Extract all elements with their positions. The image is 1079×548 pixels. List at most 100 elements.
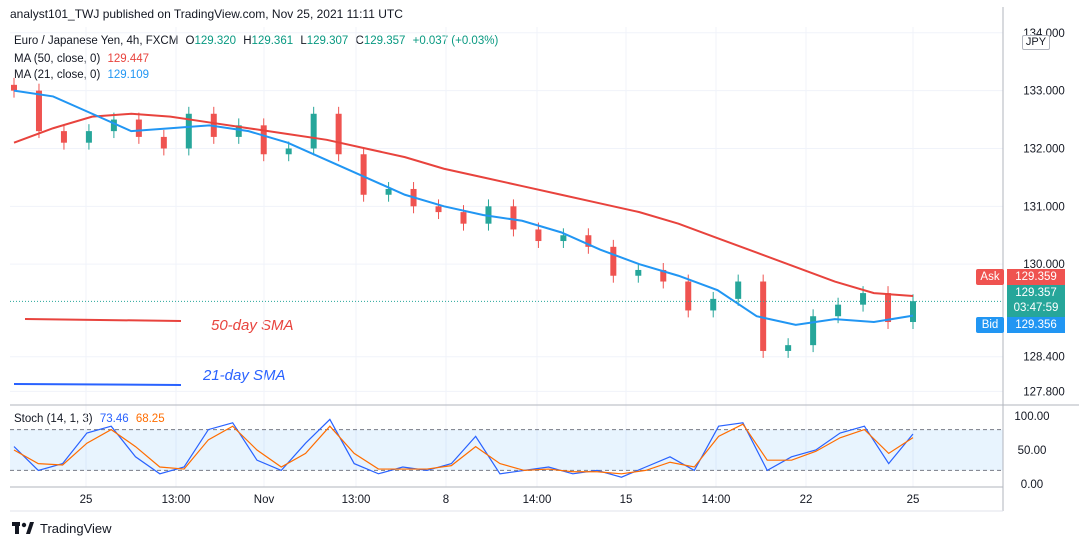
publisher-line: analyst101_TWJ published on TradingView.… xyxy=(10,7,403,21)
footer-brand[interactable]: TradingView xyxy=(12,521,112,536)
x-tick-label: 8 xyxy=(443,494,449,506)
last-price-tag: 129.357 03:47:59 xyxy=(1007,285,1065,317)
candle-body xyxy=(110,119,117,132)
candle-body xyxy=(385,188,392,195)
candle-body xyxy=(560,235,567,242)
last-price: 129.357 xyxy=(1015,287,1057,299)
candle-body xyxy=(335,113,342,155)
close-label: C xyxy=(355,35,364,47)
change-value: +0.037 (+0.03%) xyxy=(412,35,499,47)
ma21-label: MA (21, close, 0) xyxy=(14,69,101,81)
stoch-k-line xyxy=(13,418,914,478)
stoch-y-tick: 50.00 xyxy=(1018,445,1047,457)
ma-lines-group xyxy=(10,89,1003,386)
grid-lines xyxy=(10,27,1003,487)
candle-body xyxy=(810,316,817,346)
candle-body xyxy=(760,281,767,351)
candle-body xyxy=(60,131,67,143)
x-tick-label: 13:00 xyxy=(342,494,371,506)
tradingview-logo-icon xyxy=(12,521,34,534)
ask-price: 129.359 xyxy=(1015,271,1057,283)
open-value: 129.320 xyxy=(194,35,237,47)
ma21-legend[interactable]: MA (21, close, 0) 129.109 xyxy=(14,69,149,81)
bid-price: 129.356 xyxy=(1015,319,1057,331)
ma50-label: MA (50, close, 0) xyxy=(14,53,101,65)
candle-body xyxy=(285,148,292,155)
stoch-d-value: 68.25 xyxy=(135,413,165,425)
candle-body xyxy=(885,293,892,323)
x-tick-label: 14:00 xyxy=(702,494,731,506)
candle-body xyxy=(785,345,792,351)
stoch-d-line xyxy=(13,423,914,475)
y-tick-label: 133.000 xyxy=(1023,86,1065,98)
bid-price-tag: 129.356 xyxy=(1007,317,1065,333)
candle-body xyxy=(85,131,92,143)
candle-body xyxy=(710,298,717,311)
candle-body xyxy=(735,281,742,299)
low-label: L xyxy=(300,35,307,47)
stoch-y-tick: 100.00 xyxy=(1014,411,1049,423)
candle-body xyxy=(35,90,42,132)
stoch-band xyxy=(10,429,1003,471)
x-tick-label: 13:00 xyxy=(162,494,191,506)
y-tick-label: 127.800 xyxy=(1023,386,1065,398)
sma50-annotation: 50-day SMA xyxy=(211,317,294,334)
candle-body xyxy=(260,125,267,155)
candle-body xyxy=(510,206,517,230)
candle-body xyxy=(585,235,592,247)
candle-body xyxy=(310,113,317,149)
high-label: H xyxy=(243,35,252,47)
candles-group xyxy=(11,77,916,358)
symbol-name: Euro / Japanese Yen, 4h, FXCM xyxy=(14,35,179,47)
ma50-legend[interactable]: MA (50, close, 0) 129.447 xyxy=(14,53,149,65)
close-value: 129.357 xyxy=(363,35,406,47)
stoch-legend[interactable]: Stoch (14, 1, 3) 73.46 68.25 xyxy=(14,413,165,425)
x-tick-label: 22 xyxy=(800,494,813,506)
candle-body xyxy=(535,229,542,242)
candle-body xyxy=(610,246,617,276)
currency-badge[interactable]: JPY xyxy=(1022,35,1050,50)
candle-body xyxy=(11,84,17,91)
y-tick-label: 128.400 xyxy=(1023,352,1065,364)
bid-label: Bid xyxy=(981,319,999,331)
candle-body xyxy=(635,269,642,276)
x-tick-label: 25 xyxy=(907,494,920,506)
ma50-line xyxy=(13,112,914,297)
candle-body xyxy=(660,269,667,282)
low-value: 129.307 xyxy=(306,35,349,47)
sma50-annotation-line xyxy=(24,318,182,322)
symbol-legend[interactable]: Euro / Japanese Yen, 4h, FXCM O129.320 H… xyxy=(14,35,498,47)
ask-price-tag: 129.359 xyxy=(1007,269,1065,285)
sma21-annotation-line xyxy=(13,383,182,386)
candle-body xyxy=(435,206,442,213)
bid-tag: Bid xyxy=(976,317,1004,333)
stoch-k-value: 73.46 xyxy=(99,413,129,425)
stoch-group xyxy=(10,418,1003,478)
candle-body xyxy=(910,301,916,323)
x-tick-label: 15 xyxy=(620,494,633,506)
y-tick-label: 130.000 xyxy=(1023,259,1065,271)
candle-body xyxy=(135,119,142,137)
footer-brand-label: TradingView xyxy=(40,521,112,536)
candle-body xyxy=(685,281,692,311)
ma21-value: 129.109 xyxy=(107,69,150,81)
ask-tag: Ask xyxy=(976,269,1004,285)
high-value: 129.361 xyxy=(251,35,294,47)
x-tick-label: 25 xyxy=(80,494,93,506)
stoch-label: Stoch (14, 1, 3) xyxy=(14,413,93,425)
open-label: O xyxy=(185,35,195,47)
candle-body xyxy=(835,304,842,317)
ma21-line xyxy=(13,89,914,326)
candle-body xyxy=(235,125,242,137)
x-tick-label: Nov xyxy=(254,494,275,506)
y-tick-label: 131.000 xyxy=(1023,201,1065,213)
stoch-y-tick: 0.00 xyxy=(1021,479,1043,491)
currency-label: JPY xyxy=(1025,36,1047,48)
candle-body xyxy=(360,154,367,195)
sma21-annotation: 21-day SMA xyxy=(203,367,286,384)
bar-countdown: 03:47:59 xyxy=(1013,302,1059,314)
candle-body xyxy=(460,212,467,224)
y-tick-label: 132.000 xyxy=(1023,143,1065,155)
